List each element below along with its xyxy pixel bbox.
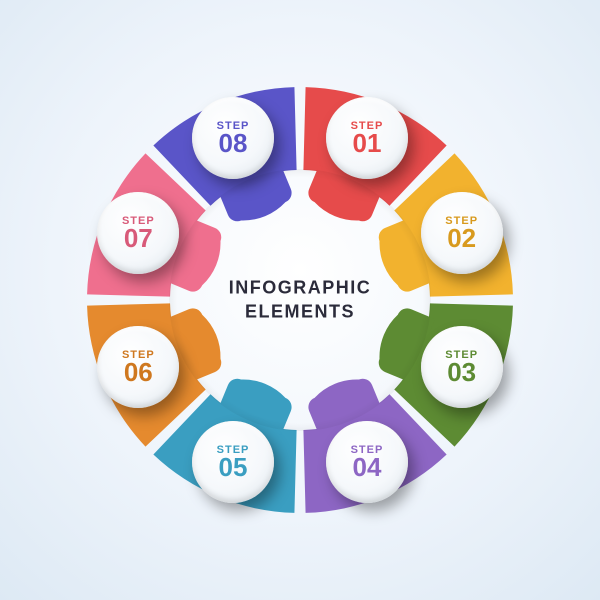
step-node-08: STEP08: [192, 97, 274, 179]
step-number: 03: [447, 359, 476, 385]
infographic-canvas: INFOGRAPHIC ELEMENTS STEP01STEP02STEP03S…: [0, 0, 600, 600]
step-number: 06: [124, 359, 153, 385]
step-number: 01: [353, 130, 382, 156]
step-number: 05: [219, 454, 248, 480]
step-number: 08: [219, 130, 248, 156]
step-number: 04: [353, 454, 382, 480]
step-node-06: STEP06: [97, 326, 179, 408]
step-number: 07: [124, 225, 153, 251]
step-node-03: STEP03: [421, 326, 503, 408]
step-node-04: STEP04: [326, 421, 408, 503]
step-node-07: STEP07: [97, 192, 179, 274]
center-title: INFOGRAPHIC ELEMENTS: [229, 276, 372, 325]
step-number: 02: [447, 225, 476, 251]
title-line-1: INFOGRAPHIC: [229, 276, 372, 300]
title-line-2: ELEMENTS: [229, 300, 372, 324]
step-node-02: STEP02: [421, 192, 503, 274]
step-node-05: STEP05: [192, 421, 274, 503]
step-node-01: STEP01: [326, 97, 408, 179]
